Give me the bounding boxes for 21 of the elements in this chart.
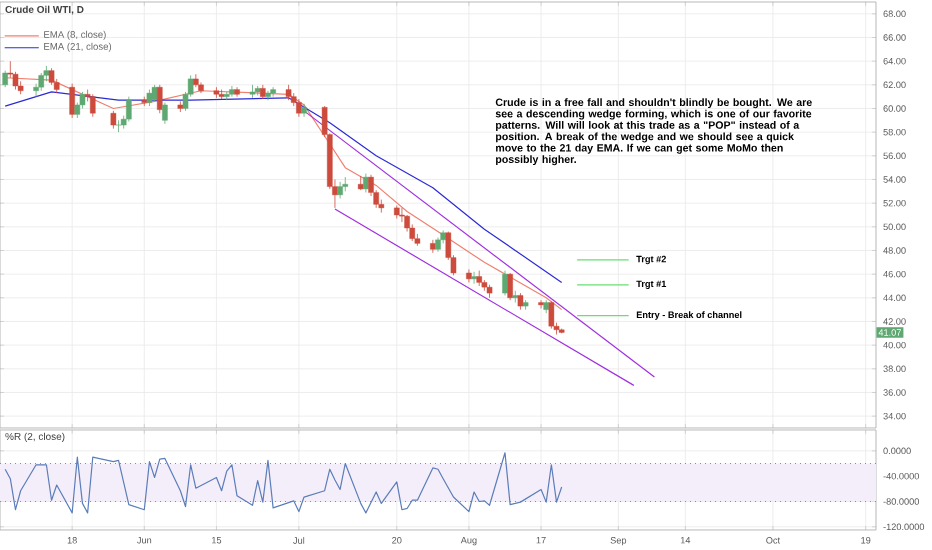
- candlestick: [430, 239, 436, 254]
- candlestick: [466, 269, 472, 283]
- candlestick: [69, 83, 75, 119]
- candlestick: [548, 300, 555, 329]
- candlestick: [115, 119, 122, 133]
- candlestick: [90, 93, 96, 118]
- candlestick: [337, 181, 343, 199]
- candlestick: [229, 85, 235, 98]
- candlestick: [507, 272, 513, 301]
- candlestick: [512, 290, 519, 303]
- candlestick: [301, 103, 307, 118]
- candlestick: [342, 176, 349, 192]
- candlestick: [265, 90, 271, 101]
- candlestick: [502, 270, 508, 296]
- candlestick: [363, 173, 369, 193]
- candlestick: [249, 84, 256, 99]
- candlestick: [270, 86, 276, 98]
- candlestick: [126, 96, 132, 122]
- candlestick: [234, 86, 240, 98]
- candlestick: [162, 102, 168, 125]
- candlestick: [471, 271, 477, 285]
